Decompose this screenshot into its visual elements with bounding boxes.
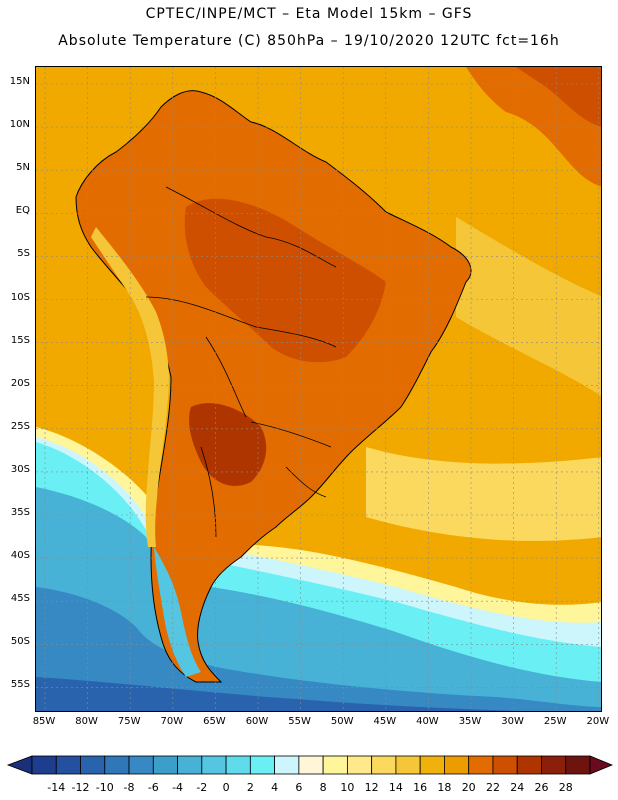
country-borders <box>145 186 337 538</box>
patagonia-cold <box>154 547 201 677</box>
longitude-label: 75W <box>117 716 141 727</box>
hot-core-interior <box>184 198 386 363</box>
colorbar-swatch <box>128 755 154 775</box>
colorbar-label: -10 <box>95 781 114 794</box>
colorbar-label: 18 <box>437 781 452 794</box>
colorbar-label: -4 <box>172 781 184 794</box>
latitude-label: 10N <box>9 119 30 131</box>
hot-core-chaco <box>189 403 267 486</box>
latitude-label: 30S <box>10 463 30 475</box>
longitude-label: 25W <box>543 716 567 727</box>
colorbar-swatch <box>249 755 276 775</box>
colorbar-swatch <box>395 755 421 775</box>
colorbar-swatch <box>565 755 591 775</box>
colorbar-label: 14 <box>388 781 403 794</box>
latitude-label: 15S <box>10 334 30 346</box>
latitude-label: 5S <box>17 248 30 260</box>
colorbar-swatch <box>177 755 203 775</box>
longitude-label: 50W <box>330 716 354 727</box>
cold-band-3 <box>36 587 601 711</box>
colorbar-label: 0 <box>222 781 230 794</box>
longitude-label: 85W <box>32 716 56 727</box>
map-subtitle: Absolute Temperature (C) 850hPa – 19/10/… <box>58 33 560 49</box>
border-chile-argentina <box>200 446 217 538</box>
cold-band-4 <box>36 677 522 711</box>
colorbar-label: 12 <box>364 781 379 794</box>
colorbar-label: 8 <box>319 781 327 794</box>
colorbar-swatch <box>346 755 373 775</box>
colorbar-label: -14 <box>47 781 66 794</box>
colorbar-label: 26 <box>534 781 549 794</box>
colorbar-label: 24 <box>510 781 525 794</box>
colorbar-label: 6 <box>295 781 303 794</box>
border-uruguay <box>285 466 327 498</box>
temperature-field <box>36 67 601 711</box>
colorbar-label: 10 <box>340 781 355 794</box>
latitude-label: 35S <box>10 507 30 518</box>
atlantic-band-1 <box>456 217 601 396</box>
latitude-label: 5N <box>16 162 30 174</box>
colorbar-extend-low <box>6 755 33 775</box>
colorbar-swatch <box>371 755 397 775</box>
longitude-label: 60W <box>245 716 269 727</box>
latitude-label: 20S <box>10 377 30 389</box>
hot-zone-core <box>516 67 601 127</box>
latitude-label: 10S <box>10 291 30 303</box>
colorbar-label: 4 <box>271 781 279 794</box>
map-title: CPTEC/INPE/MCT – Eta Model 15km – GFS <box>145 6 473 22</box>
colorbar-swatch <box>80 755 106 775</box>
longitude-label: 40W <box>416 716 439 727</box>
colorbar-swatch <box>55 755 81 775</box>
latitude-label: 25S <box>10 420 30 432</box>
colorbar-swatch <box>541 755 567 775</box>
border-bolivia <box>205 336 247 418</box>
colorbar-swatch <box>444 755 470 775</box>
colorbar-swatch <box>298 755 324 775</box>
longitude-label: 65W <box>203 716 226 727</box>
longitude-label: 20W <box>586 716 610 727</box>
colorbar-swatch <box>322 755 348 775</box>
colorbar-swatch <box>516 755 542 775</box>
longitude-label: 30W <box>501 716 524 727</box>
border-paraguay <box>250 421 332 448</box>
atlantic-band-2 <box>366 447 601 541</box>
longitude-label: 45W <box>373 716 397 727</box>
border-north <box>165 186 337 268</box>
colorbar-label: 28 <box>558 781 573 794</box>
colorbar-label: -12 <box>71 781 90 794</box>
latitude-label: 50S <box>10 636 30 648</box>
colorbar-extend-high <box>589 755 614 775</box>
south-america-landmass <box>75 90 472 683</box>
longitude-label: 55W <box>288 716 311 727</box>
colorbar-swatch <box>225 755 251 775</box>
longitude-label: 70W <box>160 716 184 727</box>
colorbar-label: -8 <box>123 781 135 794</box>
colorbar-swatch <box>419 755 445 775</box>
colorbar-swatch <box>492 755 518 775</box>
colorbar-swatch <box>104 755 130 775</box>
colorbar-swatch <box>152 755 178 775</box>
latitude-label: 45S <box>10 593 30 605</box>
border-peru-brazil <box>145 296 337 348</box>
colorbar-swatch <box>201 755 227 775</box>
temperature-map <box>35 66 602 712</box>
colorbar-label: -2 <box>196 781 208 794</box>
colorbar-swatch <box>31 755 57 775</box>
andes-cool-strip <box>91 227 169 547</box>
colorbar-label: 2 <box>246 781 254 794</box>
colorbar-swatch <box>468 755 494 775</box>
colorbar-label: 16 <box>413 781 428 794</box>
colorbar <box>6 755 614 775</box>
latitude-label: 40S <box>10 550 30 562</box>
colorbar-label: -6 <box>147 781 159 794</box>
colorbar-label: 20 <box>461 781 476 794</box>
latitude-label: 55S <box>10 679 30 691</box>
colorbar-label: 22 <box>485 781 500 794</box>
latitude-label: 15N <box>9 76 30 87</box>
colorbar-swatch <box>274 755 300 775</box>
latitude-label: EQ <box>15 205 30 217</box>
longitude-label: 35W <box>458 716 482 727</box>
longitude-label: 80W <box>75 716 98 727</box>
